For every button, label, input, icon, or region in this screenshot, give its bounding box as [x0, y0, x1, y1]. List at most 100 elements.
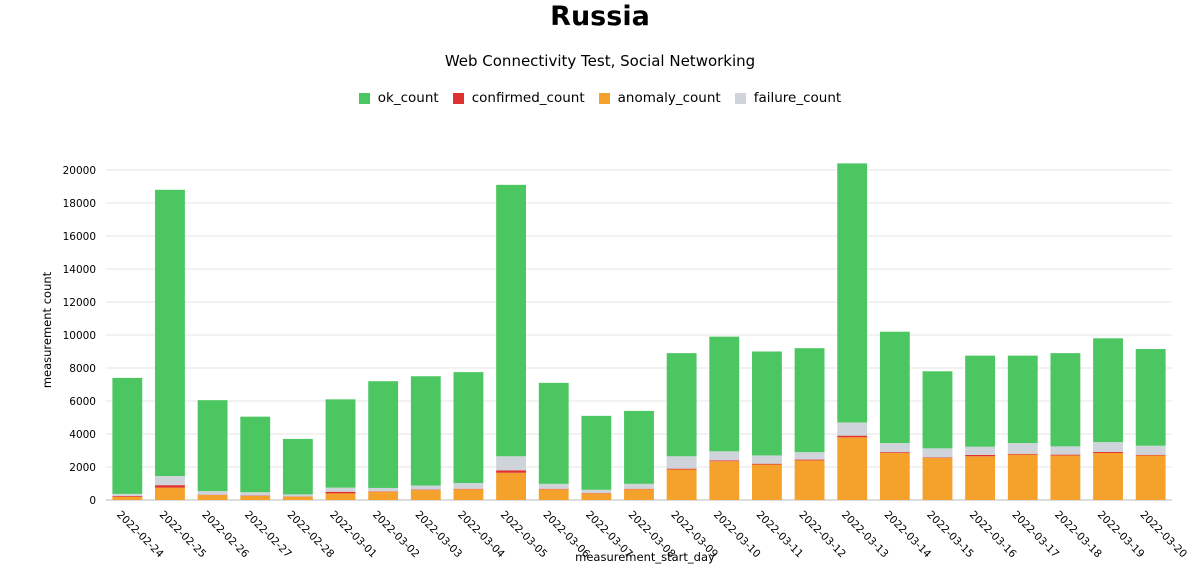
bar-failure-count-2022-03-06[interactable]: [538, 483, 569, 489]
bar-failure-count-2022-03-13[interactable]: [837, 422, 868, 436]
bar-ok-count-2022-03-13[interactable]: [837, 163, 868, 423]
bar-confirmed-count-2022-03-20[interactable]: [1135, 454, 1166, 456]
bar-failure-count-2022-03-19[interactable]: [1093, 442, 1123, 452]
bar-confirmed-count-2022-03-14[interactable]: [879, 452, 910, 453]
bar-failure-count-2022-03-18[interactable]: [1050, 446, 1081, 455]
chart-legend: ok_count confirmed_count anomaly_count fail…: [0, 90, 1200, 106]
bar-confirmed-count-2022-03-19[interactable]: [1093, 451, 1123, 453]
bar-failure-count-2022-02-27[interactable]: [240, 492, 271, 496]
bar-ok-count-2022-03-02[interactable]: [368, 381, 399, 488]
bar-failure-count-2022-03-02[interactable]: [368, 487, 399, 492]
bar-ok-count-2022-02-27[interactable]: [240, 416, 271, 493]
bar-failure-count-2022-02-24[interactable]: [112, 493, 143, 496]
bar-anomaly-count-2022-03-01[interactable]: [325, 493, 356, 500]
bar-ok-count-2022-03-16[interactable]: [965, 355, 996, 447]
bar-anomaly-count-2022-03-04[interactable]: [453, 489, 484, 500]
bar-ok-count-2022-03-11[interactable]: [751, 351, 782, 456]
bar-anomaly-count-2022-03-09[interactable]: [666, 469, 697, 500]
bar-anomaly-count-2022-02-27[interactable]: [240, 495, 271, 500]
bar-failure-count-2022-03-14[interactable]: [879, 443, 910, 453]
bar-anomaly-count-2022-03-18[interactable]: [1050, 455, 1081, 500]
legend-item-failure-count[interactable]: failure_count: [734, 90, 841, 106]
bar-ok-count-2022-03-04[interactable]: [453, 372, 484, 484]
bar-failure-count-2022-03-08[interactable]: [624, 483, 654, 489]
bar-anomaly-count-2022-03-12[interactable]: [794, 460, 825, 500]
bar-ok-count-2022-03-19[interactable]: [1093, 338, 1123, 443]
bar-failure-count-2022-03-04[interactable]: [453, 483, 484, 489]
bar-failure-count-2022-03-05[interactable]: [496, 456, 527, 471]
bar-ok-count-2022-03-05[interactable]: [496, 184, 527, 457]
bar-ok-count-2022-03-17[interactable]: [1007, 355, 1038, 444]
bar-ok-count-2022-03-07[interactable]: [581, 415, 612, 490]
bar-anomaly-count-2022-02-26[interactable]: [197, 495, 228, 500]
bar-anomaly-count-2022-02-25[interactable]: [155, 487, 185, 500]
bar-ok-count-2022-03-09[interactable]: [666, 353, 697, 457]
bar-failure-count-2022-03-11[interactable]: [751, 455, 782, 464]
bar-confirmed-count-2022-03-11[interactable]: [751, 463, 782, 465]
bar-failure-count-2022-02-25[interactable]: [155, 476, 185, 486]
bar-confirmed-count-2022-03-09[interactable]: [666, 468, 697, 470]
bar-confirmed-count-2022-02-24[interactable]: [112, 495, 143, 497]
bar-ok-count-2022-03-08[interactable]: [624, 410, 654, 484]
bar-ok-count-2022-02-28[interactable]: [282, 438, 313, 495]
bar-failure-count-2022-03-01[interactable]: [325, 487, 356, 492]
bar-confirmed-count-2022-03-16[interactable]: [965, 454, 996, 457]
bar-ok-count-2022-03-10[interactable]: [709, 336, 740, 452]
bar-ok-count-2022-03-03[interactable]: [410, 376, 441, 486]
legend-item-confirmed-count[interactable]: confirmed_count: [452, 90, 585, 106]
bar-ok-count-2022-02-25[interactable]: [155, 189, 185, 477]
bar-anomaly-count-2022-03-17[interactable]: [1007, 454, 1038, 500]
y-axis-label: measurement count: [40, 271, 54, 388]
bar-confirmed-count-2022-02-25[interactable]: [155, 485, 185, 488]
bar-failure-count-2022-03-09[interactable]: [666, 456, 697, 469]
bar-anomaly-count-2022-03-03[interactable]: [410, 490, 441, 500]
legend-item-anomaly-count[interactable]: anomaly_count: [598, 90, 721, 106]
bar-confirmed-count-2022-03-18[interactable]: [1050, 454, 1081, 456]
bar-ok-count-2022-02-24[interactable]: [112, 377, 143, 494]
bar-ok-count-2022-03-12[interactable]: [794, 348, 825, 453]
bar-anomaly-count-2022-03-06[interactable]: [538, 489, 569, 500]
bar-anomaly-count-2022-03-20[interactable]: [1135, 455, 1166, 500]
bar-failure-count-2022-03-03[interactable]: [410, 485, 441, 490]
bar-ok-count-2022-03-20[interactable]: [1135, 349, 1166, 446]
bar-confirmed-count-2022-03-12[interactable]: [794, 459, 825, 461]
bar-anomaly-count-2022-03-07[interactable]: [581, 493, 612, 500]
bar-anomaly-count-2022-03-16[interactable]: [965, 456, 996, 500]
bar-ok-count-2022-03-18[interactable]: [1050, 353, 1081, 447]
bar-anomaly-count-2022-03-05[interactable]: [496, 472, 527, 500]
bar-failure-count-2022-02-28[interactable]: [282, 494, 313, 497]
bar-ok-count-2022-03-15[interactable]: [922, 371, 953, 449]
bar-failure-count-2022-03-15[interactable]: [922, 448, 953, 458]
y-tick-label: 20000: [63, 165, 96, 177]
bar-ok-count-2022-03-14[interactable]: [879, 331, 910, 444]
bar-failure-count-2022-03-12[interactable]: [794, 452, 825, 460]
bar-confirmed-count-2022-03-01[interactable]: [325, 491, 356, 494]
legend-label: confirmed_count: [471, 90, 585, 106]
bar-anomaly-count-2022-03-11[interactable]: [751, 464, 782, 500]
bar-ok-count-2022-03-01[interactable]: [325, 399, 356, 488]
bar-confirmed-count-2022-03-05[interactable]: [496, 470, 527, 473]
bar-ok-count-2022-03-06[interactable]: [538, 382, 569, 484]
bar-ok-count-2022-02-26[interactable]: [197, 400, 228, 492]
bar-anomaly-count-2022-03-14[interactable]: [879, 452, 910, 500]
bar-confirmed-count-2022-03-13[interactable]: [837, 435, 868, 438]
bar-failure-count-2022-03-20[interactable]: [1135, 445, 1166, 455]
bar-confirmed-count-2022-03-17[interactable]: [1007, 453, 1038, 455]
bar-anomaly-count-2022-03-08[interactable]: [624, 489, 654, 500]
bar-failure-count-2022-02-26[interactable]: [197, 491, 228, 495]
bar-failure-count-2022-03-07[interactable]: [581, 489, 612, 494]
y-tick-label: 4000: [69, 429, 96, 441]
bar-anomaly-count-2022-03-10[interactable]: [709, 461, 740, 500]
bar-confirmed-count-2022-03-10[interactable]: [709, 460, 740, 462]
bar-anomaly-count-2022-03-15[interactable]: [922, 457, 953, 500]
bar-anomaly-count-2022-02-24[interactable]: [112, 496, 143, 500]
bar-anomaly-count-2022-03-13[interactable]: [837, 437, 868, 500]
bar-failure-count-2022-03-10[interactable]: [709, 451, 740, 461]
bar-anomaly-count-2022-03-19[interactable]: [1093, 452, 1123, 500]
bar-anomaly-count-2022-02-28[interactable]: [282, 496, 313, 500]
legend-item-ok-count[interactable]: ok_count: [358, 90, 439, 106]
legend-label: anomaly_count: [617, 90, 721, 106]
bar-failure-count-2022-03-16[interactable]: [965, 446, 996, 455]
bar-anomaly-count-2022-03-02[interactable]: [368, 491, 399, 500]
bar-failure-count-2022-03-17[interactable]: [1007, 443, 1038, 454]
